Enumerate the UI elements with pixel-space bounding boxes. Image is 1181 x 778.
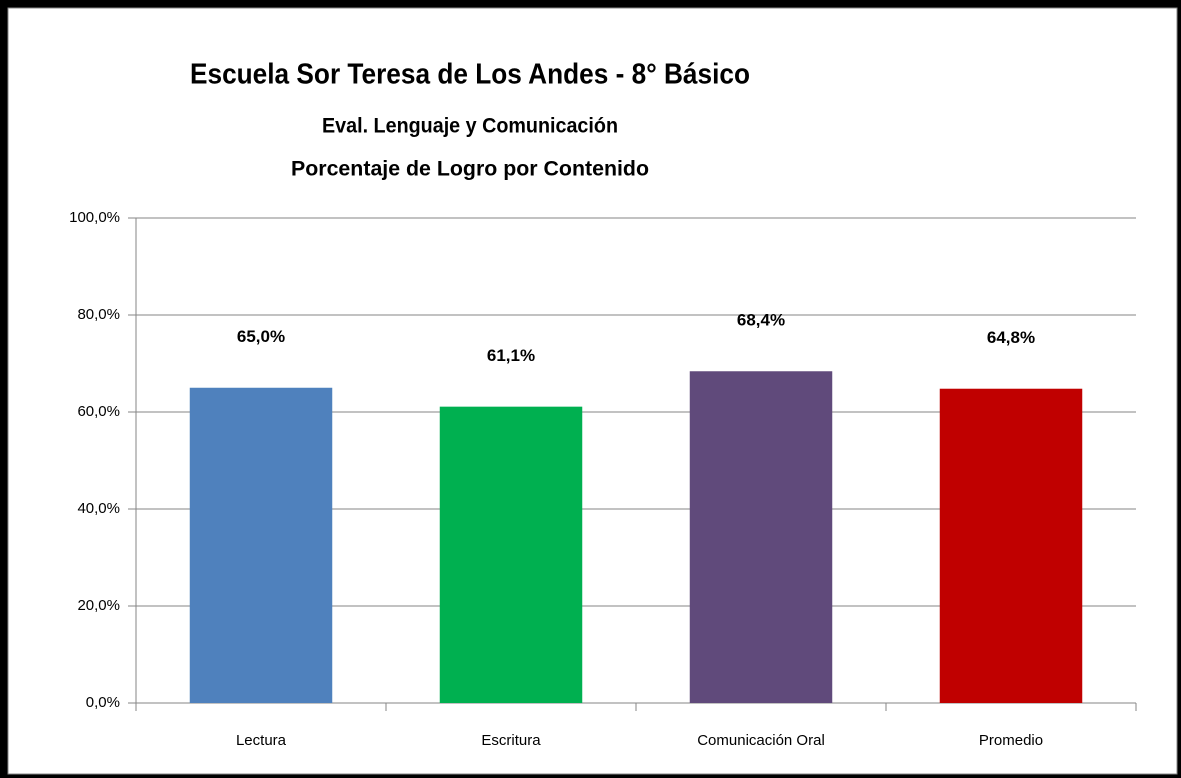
y-tick-label: 0,0%	[86, 694, 120, 711]
x-tick-label: Comunicación Oral	[697, 732, 825, 749]
chart-subtitle: Porcentaje de Logro por Contenido	[291, 158, 649, 181]
x-tick-label: Lectura	[236, 732, 287, 749]
bar	[939, 388, 1083, 703]
data-label: 64,8%	[987, 328, 1035, 347]
x-tick-label: Escritura	[481, 732, 541, 749]
y-tick-label: 60,0%	[77, 403, 120, 420]
bar	[189, 387, 333, 703]
data-label: 68,4%	[737, 311, 785, 330]
bar	[439, 406, 583, 703]
data-label: 65,0%	[237, 327, 285, 346]
y-tick-label: 20,0%	[77, 597, 120, 614]
y-tick-label: 80,0%	[77, 306, 120, 323]
chart-title: Escuela Sor Teresa de Los Andes - 8° Bás…	[190, 59, 750, 91]
y-tick-label: 40,0%	[77, 500, 120, 517]
x-tick-label: Promedio	[979, 732, 1043, 749]
y-tick-label: 100,0%	[69, 209, 120, 226]
bar	[689, 371, 833, 703]
data-label: 61,1%	[487, 346, 535, 365]
chart-subtitle: Eval. Lenguaje y Comunicación	[322, 115, 618, 138]
